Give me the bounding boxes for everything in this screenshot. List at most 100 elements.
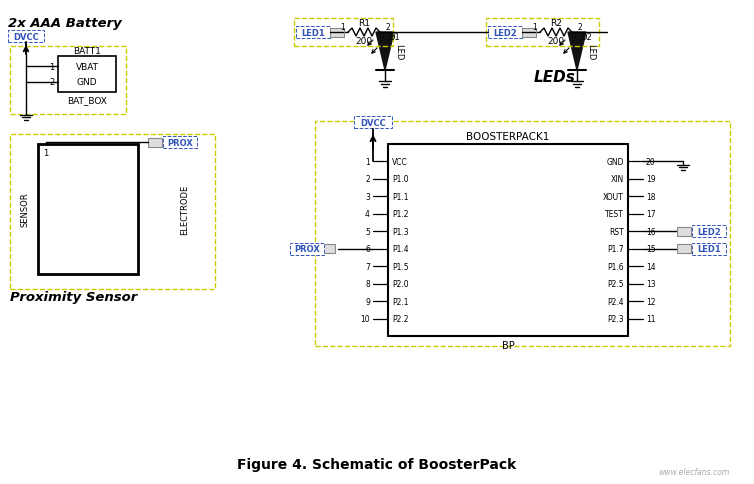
- Text: 1: 1: [49, 62, 54, 72]
- Text: R2: R2: [550, 19, 562, 29]
- Text: P1.4: P1.4: [392, 245, 409, 254]
- Text: 11: 11: [646, 315, 655, 323]
- Text: DVCC: DVCC: [360, 119, 386, 128]
- Text: 6: 6: [365, 245, 370, 254]
- Text: D1: D1: [388, 33, 400, 43]
- Text: R1: R1: [358, 19, 370, 29]
- Text: LED1: LED1: [697, 245, 721, 254]
- Text: 12: 12: [646, 297, 655, 306]
- Bar: [522, 29, 536, 37]
- Bar: [486, 19, 599, 47]
- Text: 18: 18: [646, 193, 655, 201]
- Bar: [290, 243, 324, 255]
- Text: LED2: LED2: [493, 29, 517, 37]
- Text: BATT1: BATT1: [73, 46, 101, 55]
- Text: P2.4: P2.4: [608, 297, 624, 306]
- Text: P1.0: P1.0: [392, 175, 409, 184]
- Text: BAT_BOX: BAT_BOX: [67, 96, 107, 106]
- Bar: [315, 122, 730, 346]
- Text: Figure 4. Schematic of BoosterPack: Figure 4. Schematic of BoosterPack: [238, 457, 516, 471]
- Text: 2: 2: [578, 22, 582, 31]
- Bar: [10, 135, 215, 289]
- Text: ELECTRODE: ELECTRODE: [180, 184, 189, 235]
- Text: LEDs: LEDs: [534, 69, 576, 84]
- Text: P1.1: P1.1: [392, 193, 409, 201]
- Bar: [692, 243, 726, 255]
- Text: 10: 10: [360, 315, 370, 323]
- Text: P1.7: P1.7: [608, 245, 624, 254]
- Text: 17: 17: [646, 210, 656, 219]
- Text: 2: 2: [365, 175, 370, 184]
- Text: SENSOR: SENSOR: [20, 192, 29, 227]
- Text: 8: 8: [365, 280, 370, 288]
- Polygon shape: [568, 33, 586, 71]
- Text: 1: 1: [365, 158, 370, 166]
- Text: D2: D2: [580, 33, 592, 43]
- Text: XOUT: XOUT: [603, 193, 624, 201]
- Bar: [148, 138, 162, 147]
- Bar: [677, 245, 691, 254]
- Text: 2x AAA Battery: 2x AAA Battery: [8, 16, 121, 30]
- Text: 2: 2: [385, 22, 391, 31]
- Text: 200: 200: [547, 36, 565, 45]
- Text: P2.2: P2.2: [392, 315, 409, 323]
- Bar: [330, 29, 344, 37]
- Bar: [677, 227, 691, 236]
- Text: 5: 5: [365, 227, 370, 236]
- Bar: [354, 117, 392, 129]
- Text: LED: LED: [394, 44, 403, 60]
- Text: GND: GND: [77, 78, 97, 87]
- Bar: [321, 245, 335, 254]
- Text: 14: 14: [646, 262, 656, 271]
- Text: www.elecfans.com: www.elecfans.com: [659, 468, 730, 477]
- Text: GND: GND: [606, 158, 624, 166]
- Text: P1.5: P1.5: [392, 262, 409, 271]
- Text: Proximity Sensor: Proximity Sensor: [10, 290, 137, 303]
- Text: P2.5: P2.5: [608, 280, 624, 288]
- Text: BP: BP: [501, 340, 514, 350]
- Text: 13: 13: [646, 280, 656, 288]
- Bar: [294, 19, 393, 47]
- Text: 1: 1: [341, 22, 345, 31]
- Text: P2.1: P2.1: [392, 297, 409, 306]
- Text: P2.0: P2.0: [392, 280, 409, 288]
- Bar: [388, 145, 628, 336]
- Text: P1.6: P1.6: [608, 262, 624, 271]
- Text: LED: LED: [587, 44, 596, 60]
- Bar: [488, 27, 522, 39]
- Text: PROX: PROX: [167, 138, 193, 147]
- Text: VCC: VCC: [392, 158, 408, 166]
- Text: PROX: PROX: [294, 245, 320, 254]
- Text: 4: 4: [365, 210, 370, 219]
- Text: P1.3: P1.3: [392, 227, 409, 236]
- Text: 19: 19: [646, 175, 656, 184]
- Text: 16: 16: [646, 227, 656, 236]
- Text: VBAT: VBAT: [75, 62, 99, 72]
- Text: LED1: LED1: [301, 29, 325, 37]
- Text: 15: 15: [646, 245, 656, 254]
- Text: RST: RST: [609, 227, 624, 236]
- Text: 9: 9: [365, 297, 370, 306]
- Bar: [692, 226, 726, 238]
- Polygon shape: [376, 33, 394, 71]
- Text: BOOSTERPACK1: BOOSTERPACK1: [466, 132, 550, 142]
- Bar: [58, 57, 116, 93]
- Bar: [10, 47, 126, 115]
- Bar: [38, 145, 138, 274]
- Text: 20: 20: [646, 158, 656, 166]
- Text: 1: 1: [532, 22, 538, 31]
- Text: 1: 1: [44, 148, 48, 157]
- Bar: [163, 136, 197, 149]
- Text: P2.3: P2.3: [608, 315, 624, 323]
- Text: 7: 7: [365, 262, 370, 271]
- Text: 2: 2: [49, 78, 54, 87]
- Text: LED2: LED2: [697, 227, 721, 236]
- Text: DVCC: DVCC: [13, 32, 39, 42]
- Text: P1.2: P1.2: [392, 210, 409, 219]
- Text: TEST: TEST: [605, 210, 624, 219]
- Bar: [296, 27, 330, 39]
- Text: XIN: XIN: [611, 175, 624, 184]
- Text: 3: 3: [365, 193, 370, 201]
- Text: 200: 200: [355, 36, 372, 45]
- Bar: [8, 31, 44, 43]
